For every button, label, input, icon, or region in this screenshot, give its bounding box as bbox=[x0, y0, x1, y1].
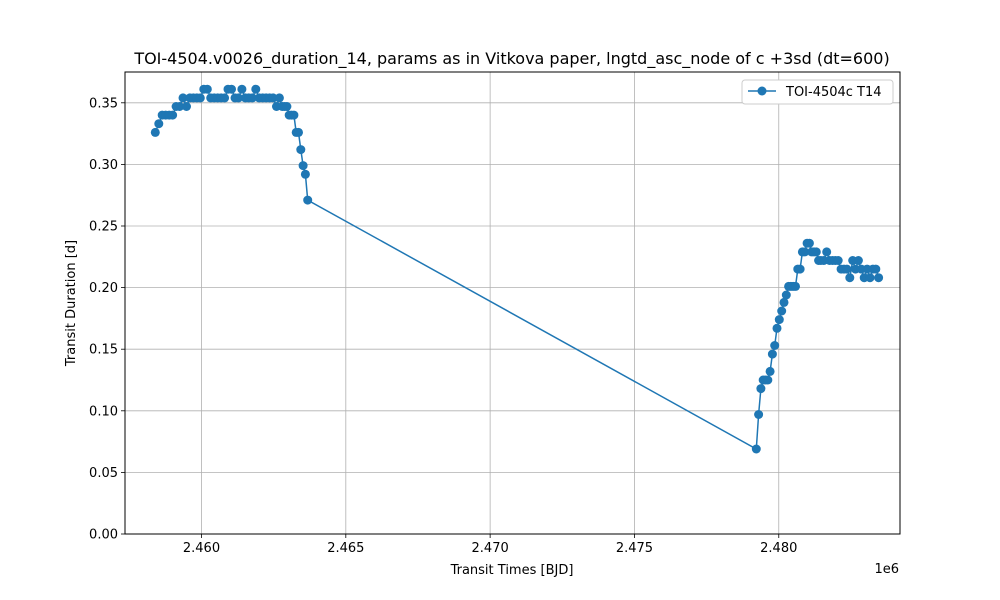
data-point bbox=[202, 84, 212, 94]
data-point bbox=[195, 93, 205, 103]
data-point bbox=[804, 238, 814, 248]
ticks: 2.460 2.465 2.470 2.475 2.480 0.00 0.05 0.10 0.1… bbox=[89, 96, 797, 556]
data-point bbox=[763, 375, 773, 385]
series-layer bbox=[150, 84, 884, 454]
data-point bbox=[795, 264, 805, 274]
data-point bbox=[756, 384, 766, 394]
data-point bbox=[233, 93, 243, 103]
data-point bbox=[300, 169, 310, 179]
y-tick-label: 0.35 bbox=[89, 96, 118, 111]
data-point bbox=[770, 341, 780, 350]
data-point bbox=[168, 110, 178, 120]
legend-label: TOI-4504c T14 bbox=[785, 85, 882, 100]
data-point bbox=[282, 102, 292, 111]
data-point bbox=[274, 93, 284, 103]
data-point bbox=[251, 84, 261, 94]
data-point bbox=[178, 93, 188, 103]
data-point bbox=[874, 273, 884, 283]
data-point bbox=[294, 127, 303, 137]
data-point bbox=[811, 247, 821, 257]
data-point bbox=[754, 410, 764, 419]
data-point bbox=[822, 247, 832, 257]
legend-marker bbox=[757, 86, 767, 96]
data-point bbox=[298, 161, 308, 171]
data-point bbox=[772, 323, 782, 333]
x-tick-label: 2.465 bbox=[327, 541, 364, 556]
data-point bbox=[853, 256, 863, 265]
data-point bbox=[247, 93, 257, 103]
y-tick-label: 0.00 bbox=[89, 528, 118, 543]
data-point bbox=[845, 273, 855, 283]
data-point bbox=[774, 315, 784, 325]
data-point bbox=[150, 127, 160, 137]
plot-frame bbox=[124, 71, 901, 535]
x-tick-label: 2.475 bbox=[616, 541, 653, 556]
data-point bbox=[871, 264, 881, 274]
y-tick-label: 0.10 bbox=[89, 404, 118, 419]
data-point bbox=[289, 110, 299, 120]
legend: TOI-4504c T14 bbox=[741, 79, 894, 105]
y-tick-label: 0.05 bbox=[89, 466, 118, 481]
chart-title: TOI-4504.v0026_duration_14, params as in… bbox=[133, 49, 889, 69]
data-point bbox=[777, 306, 787, 316]
x-axis-offset-label: 1e6 bbox=[874, 562, 899, 577]
data-point bbox=[175, 102, 185, 111]
grid bbox=[125, 72, 900, 535]
data-point bbox=[751, 444, 761, 454]
x-tick-label: 2.460 bbox=[183, 541, 220, 556]
data-point bbox=[237, 84, 247, 94]
x-tick-label: 2.470 bbox=[472, 541, 509, 556]
data-point bbox=[800, 247, 810, 257]
data-point bbox=[268, 93, 278, 103]
y-tick-label: 0.20 bbox=[89, 281, 118, 296]
data-point bbox=[767, 349, 777, 359]
data-point bbox=[765, 366, 775, 376]
y-tick-label: 0.30 bbox=[89, 158, 118, 173]
data-point bbox=[303, 195, 313, 205]
data-point bbox=[833, 256, 843, 265]
x-axis-label: Transit Times [BJD] bbox=[450, 563, 574, 578]
data-point bbox=[779, 297, 789, 307]
data-point bbox=[182, 102, 191, 111]
data-point bbox=[154, 119, 164, 129]
data-point bbox=[865, 273, 875, 283]
x-tick-label: 2.480 bbox=[760, 541, 797, 556]
data-point bbox=[791, 281, 800, 291]
y-tick-label: 0.15 bbox=[89, 343, 118, 358]
legend-box bbox=[741, 79, 894, 105]
data-point bbox=[781, 290, 791, 300]
data-point bbox=[220, 93, 230, 103]
data-point bbox=[842, 264, 852, 274]
data-point bbox=[227, 84, 236, 94]
y-axis-label: Transit Duration [d] bbox=[64, 240, 79, 367]
y-tick-label: 0.25 bbox=[89, 220, 118, 235]
data-point bbox=[296, 145, 306, 155]
